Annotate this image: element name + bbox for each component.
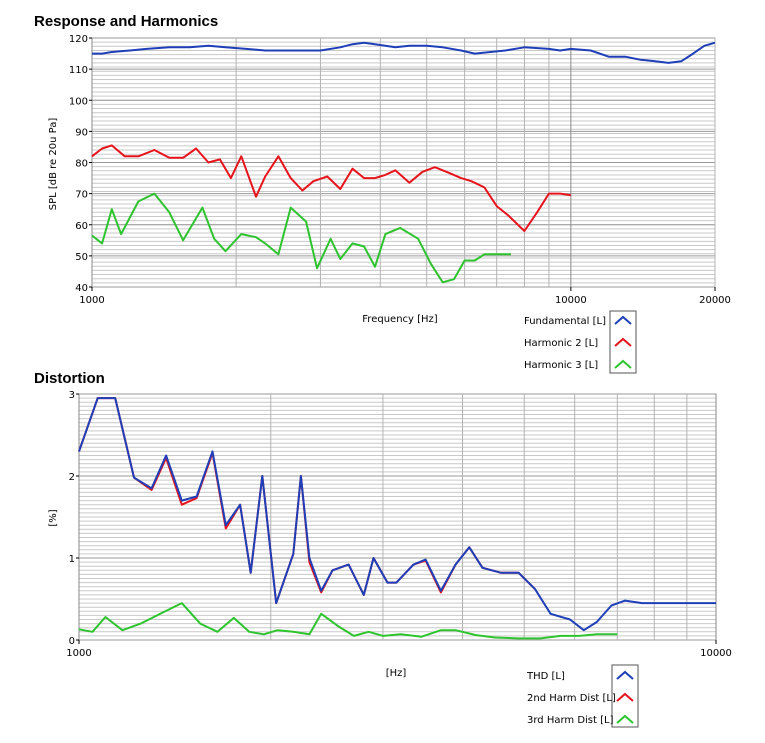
series-line-3 [78,602,618,640]
chart1-xlabel: Frequency [Hz] [362,314,438,325]
legend-label: Harmonic 2 [L] [524,338,598,349]
y-tick-label: 50 [75,252,88,263]
y-tick-label: 3 [69,390,75,401]
y-tick-label: 70 [75,190,88,201]
x-tick-label: 10000 [700,648,732,659]
legend-label: 3rd Harm Dist [L] [527,715,614,726]
legend-label: THD [L] [526,671,565,682]
series-line-1 [92,41,716,64]
legend-swatch [616,692,634,702]
legend-label: 2nd Harm Dist [L] [527,693,616,704]
series-line-1 [78,397,716,632]
y-tick-label: 1 [69,554,75,565]
legend-swatch [616,714,634,724]
legend-swatch [614,337,632,347]
response-chart: 40 50 60 70 80 90 100 110 120 1000 10000 20000 Funda… [69,34,731,374]
x-tick-label: 10000 [555,295,587,306]
y-tick-label: 60 [75,221,88,232]
legend-swatch [614,315,632,325]
y-tick-label: 100 [69,96,88,107]
y-tick-label: 40 [75,283,88,294]
y-tick-label: 0 [69,636,75,647]
legend-box [609,310,637,374]
chart1-ylabel: SPL [dB re 20u Pa] [48,118,59,211]
legend-swatch [614,359,632,369]
chart1-title: Response and Harmonics [34,13,218,30]
chart2-ylabel: [%] [48,509,59,526]
y-tick-label: 120 [69,34,88,45]
x-tick-label: 1000 [66,648,91,659]
x-tick-label: 20000 [699,295,731,306]
series-line-3 [91,192,511,284]
legend-label: Fundamental [L] [524,316,606,327]
chart2-title: Distortion [34,370,105,387]
chart2-xlabel: [Hz] [386,668,407,679]
series-line-2 [91,144,572,232]
distortion-chart: 0 1 2 3 1000 10000 THD [L] 2nd Harm Dist [L] 3rd… [66,390,732,728]
legend-swatch [616,670,634,680]
y-tick-label: 90 [75,127,88,138]
y-tick-label: 110 [69,65,88,76]
y-tick-label: 80 [75,159,88,170]
y-tick-label: 2 [69,472,75,483]
legend-label: Harmonic 3 [L] [524,360,598,371]
x-tick-label: 1000 [79,295,104,306]
